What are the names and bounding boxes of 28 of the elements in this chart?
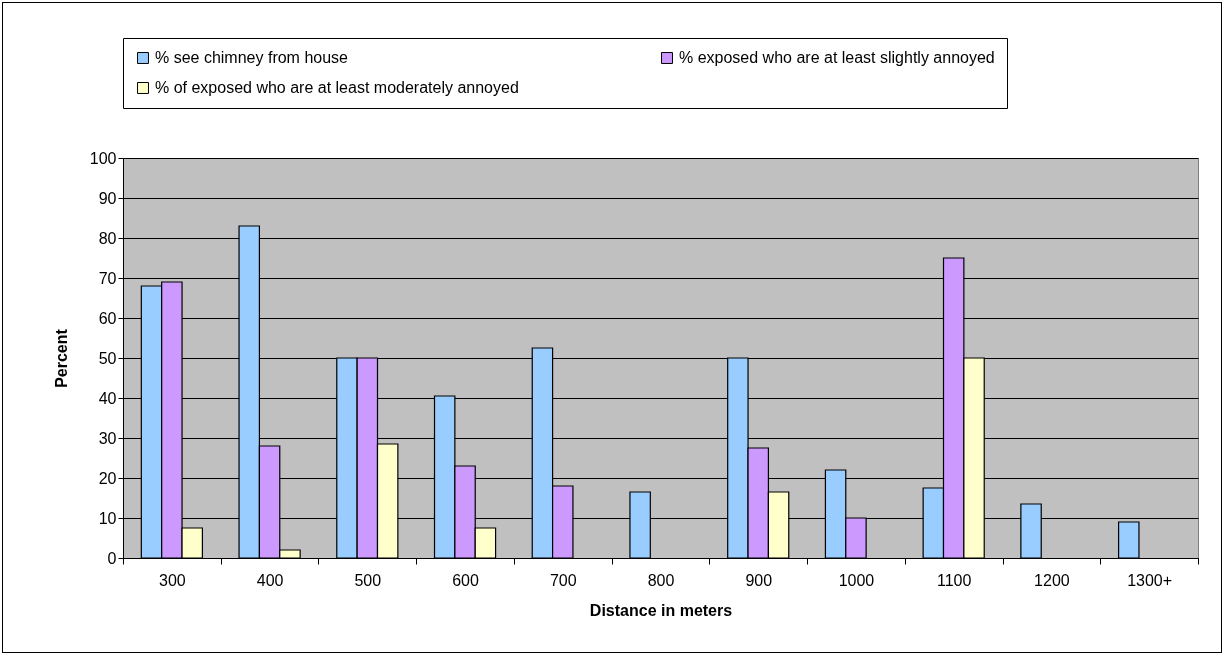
x-tick-label: 300 [159,571,186,589]
y-tick-label: 30 [98,429,117,447]
x-tick-label: 400 [256,571,284,589]
x-axis-title: Distance in meters [589,601,733,619]
y-axis-title: Percent [52,328,70,388]
y-tick-label: 70 [98,269,117,287]
y-tick-label: 80 [98,229,117,247]
y-tick-label: 0 [107,549,117,567]
x-tick-label: 900 [745,571,773,589]
x-tick-label: 500 [354,571,382,589]
legend-label: % see chimney from house [155,49,349,66]
x-tick-label: 1100 [936,571,972,589]
x-tick-label: 1000 [838,571,875,589]
x-tick-label: 1200 [1034,571,1070,589]
y-tick-label: 10 [98,509,117,527]
y-tick-label: 60 [98,309,117,327]
y-tick-label: 100 [89,149,117,167]
y-tick-label: 90 [98,189,117,207]
y-tick-label: 40 [98,389,117,407]
y-tick-label: 50 [98,349,117,367]
x-tick-label: 700 [549,571,577,589]
x-tick-label: 800 [647,571,675,589]
legend-label: % of exposed who are at least moderately annoyed [155,79,519,96]
y-tick-label: 20 [98,469,117,487]
legend-label: % exposed who are at least slightly annoyed [679,49,995,66]
x-tick-label: 600 [452,571,479,589]
bar [1118,521,1140,559]
x-tick-label: 1300+ [1127,571,1173,589]
